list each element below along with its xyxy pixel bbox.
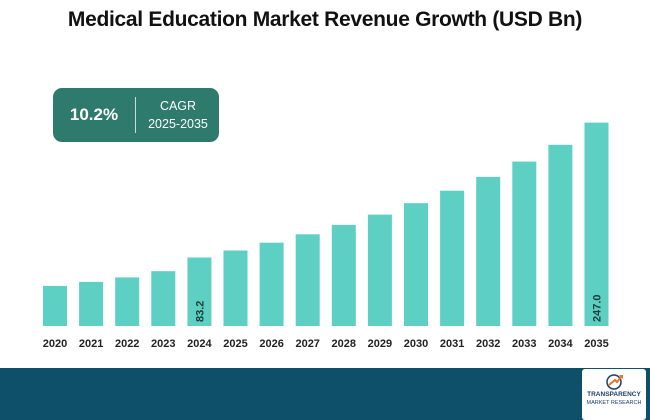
cagr-label-block: CAGR 2025-2035 bbox=[137, 97, 219, 133]
footer-band bbox=[0, 368, 650, 420]
x-tick-2024: 2024 bbox=[187, 338, 212, 350]
cagr-box: 10.2% CAGR 2025-2035 bbox=[53, 88, 219, 142]
bars-group bbox=[43, 122, 609, 326]
cagr-value: 10.2% bbox=[69, 105, 119, 124]
x-tick-2035: 2035 bbox=[584, 338, 608, 350]
x-tick-2034: 2034 bbox=[548, 338, 573, 350]
bar-2031 bbox=[440, 190, 465, 326]
bar-2021 bbox=[79, 281, 104, 326]
data-labels-group: 83.2 247.0 bbox=[194, 294, 603, 322]
logo-arrow-icon bbox=[606, 374, 623, 390]
bar-chart: 83.2 247.0 2020 2021 2022 2023 2024 2025 2026 20… bbox=[43, 122, 609, 350]
logo-text-line2: MARKET RESEARCH bbox=[586, 400, 642, 406]
bar-2020 bbox=[43, 285, 67, 326]
x-tick-2027: 2027 bbox=[295, 338, 319, 350]
bar-2023 bbox=[151, 271, 176, 326]
cagr-period: 2025-2035 bbox=[148, 117, 208, 131]
cagr-label: CAGR bbox=[159, 99, 197, 113]
chart-title: Medical Education Market Revenue Growth … bbox=[67, 8, 583, 31]
x-tick-2026: 2026 bbox=[259, 338, 283, 350]
cagr-divider bbox=[135, 97, 136, 133]
bar-2029 bbox=[367, 214, 392, 326]
x-tick-2021: 2021 bbox=[79, 338, 103, 350]
bar-2032 bbox=[476, 176, 501, 326]
bar-2022 bbox=[115, 277, 140, 326]
bar-2027 bbox=[295, 234, 320, 326]
x-tick-2020: 2020 bbox=[43, 338, 67, 350]
x-tick-labels-group: 2020 2021 2022 2023 2024 2025 2026 2027 2028 2029… bbox=[43, 338, 609, 350]
brand-logo: TRANSPARENCY MARKET RESEARCH bbox=[582, 369, 646, 420]
bar-2028 bbox=[331, 224, 356, 326]
bar-2026 bbox=[259, 242, 284, 326]
data-label-2024: 83.2 bbox=[194, 301, 206, 322]
x-tick-2031: 2031 bbox=[440, 338, 464, 350]
bar-2025 bbox=[223, 250, 248, 326]
bar-2024 bbox=[187, 257, 212, 326]
x-tick-2033: 2033 bbox=[512, 338, 536, 350]
bar-2033 bbox=[512, 161, 537, 326]
bar-2034 bbox=[548, 144, 573, 326]
x-tick-2029: 2029 bbox=[368, 338, 392, 350]
x-tick-2032: 2032 bbox=[476, 338, 500, 350]
x-tick-2022: 2022 bbox=[115, 338, 139, 350]
bar-2035 bbox=[584, 122, 609, 326]
logo-text-line1: TRANSPARENCY bbox=[587, 391, 641, 398]
x-tick-2028: 2028 bbox=[332, 338, 356, 350]
bar-2030 bbox=[404, 203, 428, 326]
x-tick-2023: 2023 bbox=[151, 338, 175, 350]
x-tick-2030: 2030 bbox=[404, 338, 428, 350]
x-tick-2025: 2025 bbox=[223, 338, 247, 350]
data-label-2035: 247.0 bbox=[592, 294, 604, 322]
